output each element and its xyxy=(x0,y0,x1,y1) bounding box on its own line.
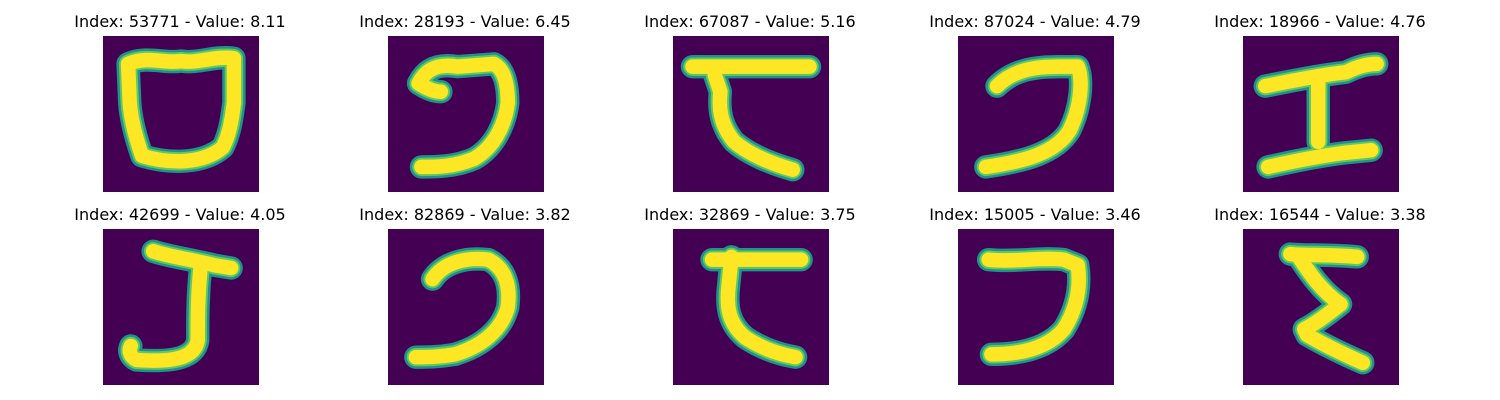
panel-title: Index: 67087 - Value: 5.16 xyxy=(644,12,856,31)
glyph-image xyxy=(388,229,544,385)
glyph-stroke xyxy=(411,76,449,99)
thin-hook-shape xyxy=(974,54,1093,179)
glyph-stroke xyxy=(145,244,239,276)
glyph-stroke xyxy=(720,249,803,365)
glyph-stroke xyxy=(122,260,208,368)
image-panel: Index: 32869 - Value: 3.75 xyxy=(600,205,900,395)
glyph-image xyxy=(673,36,829,192)
glyph-stroke xyxy=(1299,327,1371,370)
glyph-stroke xyxy=(1258,56,1384,94)
glyph-image xyxy=(1243,36,1399,192)
glyph-image xyxy=(958,36,1114,192)
image-panel: Index: 15005 - Value: 3.46 xyxy=(885,205,1185,395)
image-panel: Index: 42699 - Value: 4.05 xyxy=(30,205,330,395)
image-panel: Index: 87024 - Value: 4.79 xyxy=(885,12,1185,202)
bar-hook-shape-small xyxy=(700,245,813,369)
bar-hook-shape xyxy=(680,54,822,182)
glyph-image xyxy=(958,229,1114,385)
panel-title: Index: 82869 - Value: 3.82 xyxy=(359,205,571,224)
glyph-stroke xyxy=(978,59,1088,175)
glyph-stroke xyxy=(707,67,801,177)
image-panel: Index: 67087 - Value: 5.16 xyxy=(600,12,900,202)
image-panel: Index: 16544 - Value: 3.38 xyxy=(1170,205,1470,395)
panel-title: Index: 32869 - Value: 3.75 xyxy=(644,205,856,224)
panel-title: Index: 42699 - Value: 4.05 xyxy=(74,205,286,224)
image-panel: Index: 82869 - Value: 3.82 xyxy=(315,205,615,395)
glyph-image xyxy=(388,36,544,192)
panel-title: Index: 16544 - Value: 3.38 xyxy=(1214,205,1426,224)
glyph-image xyxy=(1243,229,1399,385)
panel-title: Index: 28193 - Value: 6.45 xyxy=(359,12,571,31)
panel-title: Index: 53771 - Value: 8.11 xyxy=(74,12,286,31)
panel-title: Index: 18966 - Value: 4.76 xyxy=(1214,12,1426,31)
panel-title: Index: 15005 - Value: 3.46 xyxy=(929,205,1141,224)
glyph-image xyxy=(103,229,259,385)
glyph-stroke xyxy=(1260,142,1379,175)
image-panel: Index: 53771 - Value: 8.11 xyxy=(30,12,330,202)
glyph-image xyxy=(673,229,829,385)
glyph-stroke xyxy=(981,251,1086,362)
image-panel: Index: 28193 - Value: 6.45 xyxy=(315,12,615,202)
panel-title: Index: 87024 - Value: 4.79 xyxy=(929,12,1141,31)
glyph-stroke xyxy=(120,50,242,169)
hook-shape xyxy=(406,52,520,179)
zigzag-shape xyxy=(1278,242,1375,375)
j-shape xyxy=(118,239,243,373)
glyph-stroke xyxy=(408,251,516,365)
c-hook-shape xyxy=(404,247,521,369)
glyph-image xyxy=(103,36,259,192)
hook-shape-tall xyxy=(976,247,1091,367)
cup-shape xyxy=(116,46,246,173)
i-beam-shape xyxy=(1253,52,1389,179)
image-panel: Index: 18966 - Value: 4.76 xyxy=(1170,12,1470,202)
